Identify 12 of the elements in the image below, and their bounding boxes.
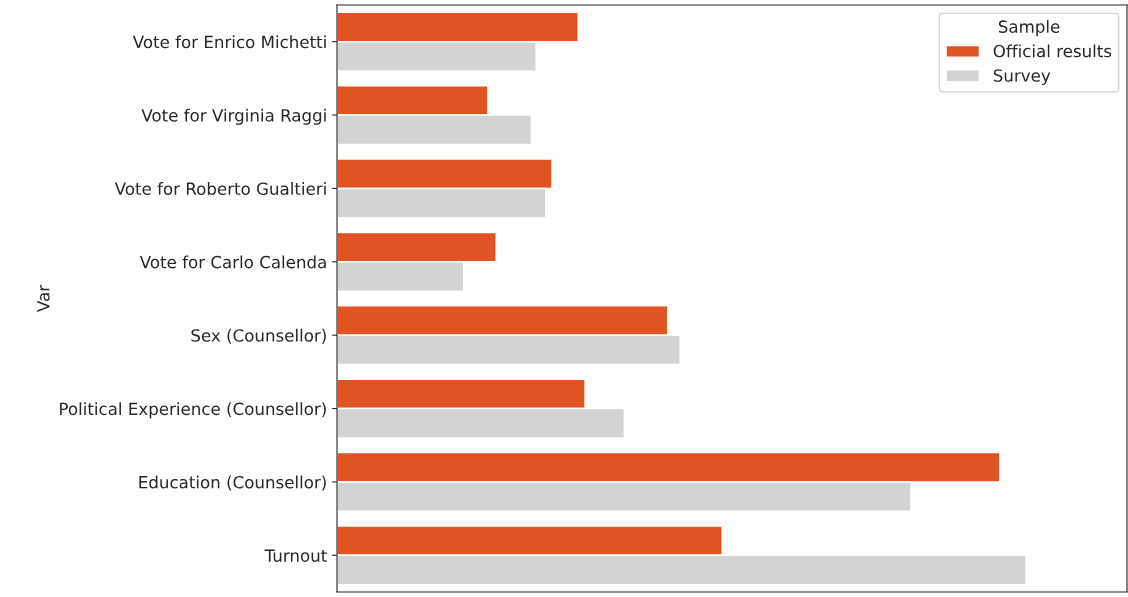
y-tick-label: Sex (Counsellor) [191,328,326,344]
legend-title: Sample [998,20,1060,37]
y-tick-label: Vote for Enrico Michetti [132,35,326,49]
y-tick-label: Political Experience (Counsellor) [60,402,326,419]
y-tick-label: Vote for Carlo Calenda [139,255,326,269]
y-axis-title: Var [37,284,50,312]
y-tick-label: Vote for Virginia Raggi [141,108,326,125]
legend-label: Official results [993,44,1112,58]
y-tick-label: Vote for Roberto Gualtieri [114,182,326,196]
y-tick-label: Education (Counsellor) [139,475,326,491]
y-tick-label: Turnout [264,549,327,562]
legend-label: Survey [993,69,1051,86]
